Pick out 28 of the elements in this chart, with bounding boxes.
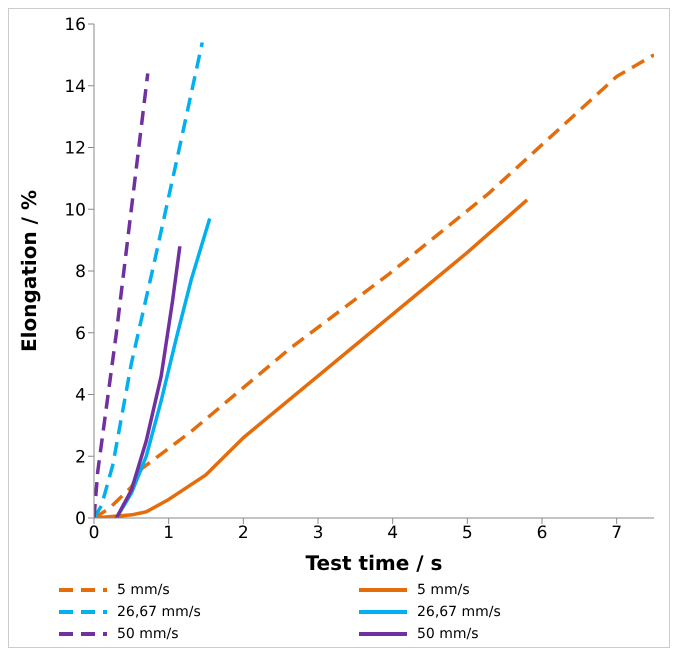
legend-label: 50 mm/s [417, 626, 479, 642]
line-series [94, 72, 150, 518]
legend-label: 5 mm/s [117, 582, 170, 598]
x-tick-label: 4 [387, 523, 398, 544]
x-tick-label: 3 [312, 523, 324, 544]
x-tick-label: 5 [462, 523, 473, 544]
y-tick-label: 16 [64, 15, 86, 36]
x-tick-label: 6 [536, 523, 548, 544]
y-tick-label: 8 [75, 262, 86, 282]
y-tick-label: 10 [64, 200, 86, 220]
legend-label: 26,67 mm/s [417, 604, 501, 620]
legend-label: 50 mm/s [117, 626, 179, 642]
x-tick-label: 7 [611, 523, 622, 544]
legend-label: 26,67 mm/s [117, 604, 201, 620]
line-series [114, 244, 182, 518]
line-series [94, 40, 204, 518]
y-axis-title: Elongation / % [17, 190, 42, 352]
y-tick-label: 6 [75, 324, 86, 344]
x-tick-label: 2 [238, 523, 249, 544]
y-tick-label: 14 [64, 76, 86, 97]
y-tick-label: 2 [75, 447, 86, 468]
x-tick-label: 1 [163, 523, 174, 544]
y-tick-label: 12 [64, 138, 86, 159]
x-tick-label: 0 [88, 523, 100, 544]
y-tick-label: 0 [75, 509, 86, 530]
x-axis-title: Test time / s [306, 551, 442, 575]
legend-label: 5 mm/s [417, 582, 470, 598]
y-tick-label: 4 [75, 386, 86, 406]
